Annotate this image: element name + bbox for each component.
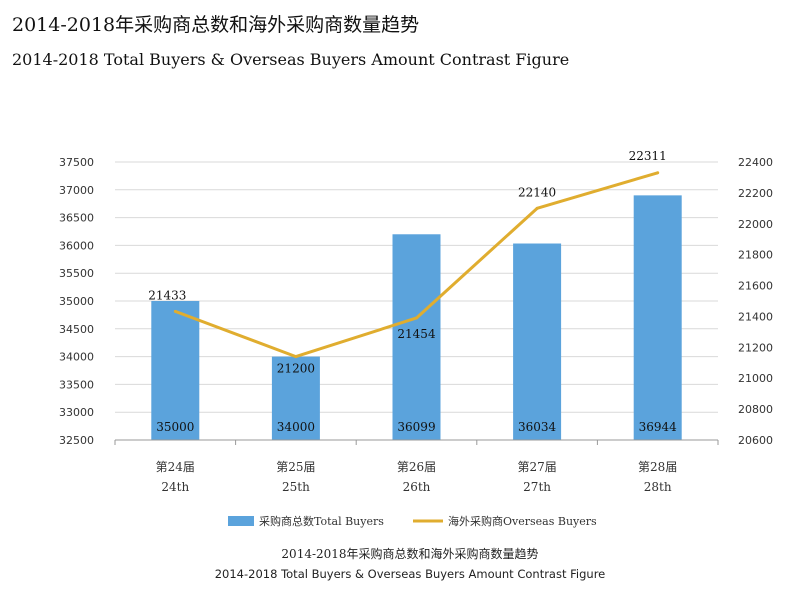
category-label-cn: 第24届: [156, 460, 195, 474]
category-label-cn: 第27届: [517, 460, 556, 474]
bar-data-labels: 35000 34000 36099 36034 36944: [156, 420, 677, 434]
left-tick-label: 34500: [59, 323, 94, 336]
legend-label-line: 海外采购商Overseas Buyers: [448, 514, 597, 528]
line-series: [173, 171, 660, 359]
left-tick-label: 36000: [59, 239, 94, 252]
category-label-en: 24th: [161, 480, 189, 494]
right-tick-label: 21200: [738, 341, 773, 354]
footer-caption-cn: 2014-2018年采购商总数和海外采购商数量趋势: [281, 546, 538, 561]
category-label-en: 25th: [282, 480, 310, 494]
legend-label-bar: 采购商总数Total Buyers: [259, 514, 384, 528]
bar-data-label: 36944: [639, 420, 678, 434]
chart-title-cn: 2014-2018年采购商总数和海外采购商数量趋势: [12, 14, 420, 36]
x-axis-tick-marks: [114, 440, 719, 445]
bar: [151, 301, 200, 440]
line-point: [294, 355, 298, 359]
category-label-cn: 第26届: [397, 460, 436, 474]
bar-data-label: 36034: [518, 420, 557, 434]
line-data-label: 21454: [397, 327, 436, 341]
gridlines: [115, 161, 718, 441]
left-tick-label: 34000: [59, 351, 94, 364]
category-label-en: 28th: [644, 480, 672, 494]
line-data-label: 21200: [277, 362, 315, 376]
line-data-labels: 21433 21200 21454 22140 22311: [148, 149, 667, 376]
bar: [392, 234, 441, 440]
left-axis-ticks: 32500 33000 33500 34000 34500 35000 35500 36000…: [59, 156, 94, 447]
right-tick-label: 20800: [738, 403, 773, 416]
left-tick-label: 37500: [59, 156, 94, 169]
chart-title-en: 2014-2018 Total Buyers & Overseas Buyers…: [12, 50, 570, 69]
right-tick-label: 21800: [738, 249, 773, 262]
right-tick-label: 21000: [738, 372, 773, 385]
category-label-cn: 第28届: [638, 460, 677, 474]
category-labels: 第24届 24th 第25届 25th 第26届 26th 第27届 27th 第28届 28th: [156, 460, 678, 494]
line-point: [173, 309, 177, 313]
right-axis-ticks: 20600 20800 21000 21200 21400 21600 21800 22000…: [738, 156, 773, 447]
bar: [513, 243, 562, 440]
right-tick-label: 21600: [738, 280, 773, 293]
bar-series: [151, 195, 682, 440]
line-point: [656, 171, 660, 175]
category-label-en: 26th: [403, 480, 431, 494]
line-point: [415, 316, 418, 320]
right-tick-label: 22000: [738, 218, 773, 231]
bar-data-label: 35000: [156, 420, 194, 434]
bar: [633, 195, 682, 440]
left-tick-label: 37000: [59, 184, 94, 197]
left-tick-label: 35000: [59, 295, 94, 308]
left-tick-label: 35500: [59, 267, 94, 280]
category-label-cn: 第25届: [276, 460, 315, 474]
bar: [271, 356, 320, 440]
left-tick-label: 33500: [59, 378, 94, 391]
bar-data-label: 34000: [277, 420, 315, 434]
left-tick-label: 32500: [59, 434, 94, 447]
left-tick-label: 36500: [59, 212, 94, 225]
left-tick-label: 33000: [59, 406, 94, 419]
right-tick-label: 20600: [738, 434, 773, 447]
line-point: [535, 206, 539, 210]
category-label-en: 27th: [523, 480, 551, 494]
line-data-label: 22311: [629, 149, 667, 163]
legend: 采购商总数Total Buyers 海外采购商Overseas Buyers: [228, 514, 597, 528]
line-data-label: 22140: [518, 185, 556, 199]
footer-caption-en: 2014-2018 Total Buyers & Overseas Buyers…: [215, 567, 606, 581]
legend-swatch-bar: [228, 516, 254, 526]
right-tick-label: 22400: [738, 156, 773, 169]
bar-data-label: 36099: [397, 420, 435, 434]
right-tick-label: 21400: [738, 310, 773, 323]
line-data-label: 21433: [148, 288, 186, 302]
right-tick-label: 22200: [738, 187, 773, 200]
